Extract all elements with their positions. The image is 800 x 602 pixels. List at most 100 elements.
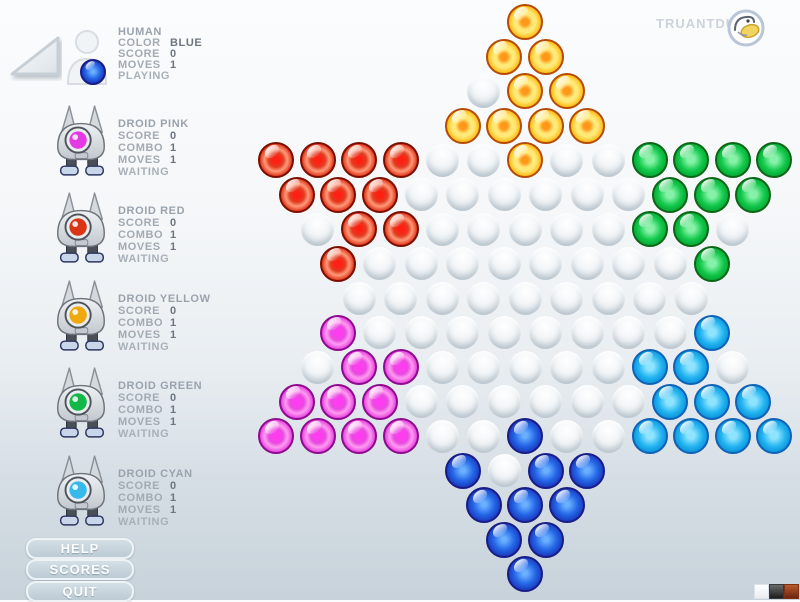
marble-pink[interactable] [382,418,419,454]
marble-blue[interactable] [486,521,523,558]
marble-pink[interactable] [278,383,315,420]
board-cell-empty[interactable] [467,281,500,315]
board-cell-empty[interactable] [487,385,521,418]
help-button[interactable]: HELP [26,538,134,559]
board-cell-empty[interactable] [716,212,749,246]
marble-green[interactable] [693,245,730,282]
board-cell-empty[interactable] [612,385,646,418]
board-cell-empty[interactable] [633,281,666,315]
board-cell-empty[interactable] [487,316,521,349]
board-cell-empty[interactable] [591,281,625,315]
marble-green[interactable] [735,176,772,213]
board-cell-empty[interactable] [529,247,563,280]
marble-blue[interactable] [444,452,481,489]
marble-yellow[interactable] [548,73,585,109]
marble-yellow[interactable] [486,38,523,75]
marble-blue[interactable] [507,556,543,592]
marble-cyan[interactable] [631,349,668,385]
marble-cyan[interactable] [673,349,709,385]
board-cell-empty[interactable] [446,247,480,280]
board-cell-empty[interactable] [508,212,542,246]
board-cell-empty[interactable] [570,385,604,418]
marble-yellow[interactable] [569,107,606,144]
board-cell-empty[interactable] [529,385,563,418]
board-cell-empty[interactable] [550,143,583,177]
board-cell-empty[interactable] [612,316,646,349]
board-cell-empty[interactable] [384,281,417,315]
marble-yellow[interactable] [507,73,543,109]
turn-arrow-button[interactable] [8,33,62,81]
board-cell-empty[interactable] [529,316,563,349]
marble-cyan[interactable] [693,314,730,351]
marble-red[interactable] [382,211,419,247]
marble-green[interactable] [693,176,730,213]
board-cell-empty[interactable] [508,281,542,315]
marble-blue[interactable] [527,452,564,489]
board-cell-empty[interactable] [301,212,334,246]
board-cell-empty[interactable] [487,454,521,487]
board-cell-empty[interactable] [591,419,625,453]
marble-cyan[interactable] [693,383,730,420]
board-cell-empty[interactable] [425,212,459,246]
marble-cyan[interactable] [652,383,689,420]
marble-pink[interactable] [258,418,294,454]
marble-green[interactable] [631,142,668,178]
marble-red[interactable] [320,176,357,213]
board-cell-empty[interactable] [446,178,480,211]
marble-pink[interactable] [341,418,377,454]
marble-pink[interactable] [320,383,357,420]
marble-green[interactable] [631,211,668,247]
board-cell-empty[interactable] [425,281,459,315]
board-cell-empty[interactable] [591,350,625,384]
marble-green[interactable] [714,142,751,178]
board-cell-empty[interactable] [550,212,583,246]
board-cell-empty[interactable] [425,419,459,453]
board-cell-empty[interactable] [653,316,687,349]
marble-pink[interactable] [299,418,336,454]
marble-red[interactable] [278,176,315,213]
board-cell-empty[interactable] [570,247,604,280]
board-cell-empty[interactable] [591,143,625,177]
board-cell-empty[interactable] [446,316,480,349]
board-cell-empty[interactable] [425,143,459,177]
marble-red[interactable] [341,211,377,247]
board-cell-empty[interactable] [467,350,500,384]
board-cell-empty[interactable] [467,419,500,453]
marble-pink[interactable] [320,314,357,351]
swatch-white-button[interactable] [754,584,769,599]
board-cell-empty[interactable] [487,247,521,280]
marble-yellow[interactable] [486,107,523,144]
marble-green[interactable] [673,142,709,178]
marble-red[interactable] [258,142,294,178]
board-cell-empty[interactable] [425,350,459,384]
marble-red[interactable] [299,142,336,178]
board-cell-empty[interactable] [301,350,334,384]
marble-cyan[interactable] [756,418,792,454]
marble-pink[interactable] [341,349,377,385]
board-cell-empty[interactable] [404,178,438,211]
board-cell-empty[interactable] [487,178,521,211]
marble-green[interactable] [756,142,792,178]
board-cell-empty[interactable] [404,385,438,418]
marble-blue[interactable] [527,521,564,558]
swatch-rust-button[interactable] [784,584,799,599]
marble-yellow[interactable] [527,107,564,144]
board-cell-empty[interactable] [612,178,646,211]
marble-green[interactable] [673,211,709,247]
marble-yellow[interactable] [444,107,481,144]
marble-blue[interactable] [548,487,585,523]
marble-pink[interactable] [382,349,419,385]
marble-cyan[interactable] [673,418,709,454]
marble-cyan[interactable] [735,383,772,420]
board-cell-empty[interactable] [363,316,397,349]
marble-blue[interactable] [465,487,502,523]
marble-blue[interactable] [507,487,543,523]
marble-red[interactable] [382,142,419,178]
swatch-black-button[interactable] [769,584,784,599]
board-cell-empty[interactable] [467,74,500,108]
board-cell-empty[interactable] [716,350,749,384]
board-cell-empty[interactable] [404,316,438,349]
marble-pink[interactable] [361,383,398,420]
marble-cyan[interactable] [631,418,668,454]
marble-red[interactable] [341,142,377,178]
